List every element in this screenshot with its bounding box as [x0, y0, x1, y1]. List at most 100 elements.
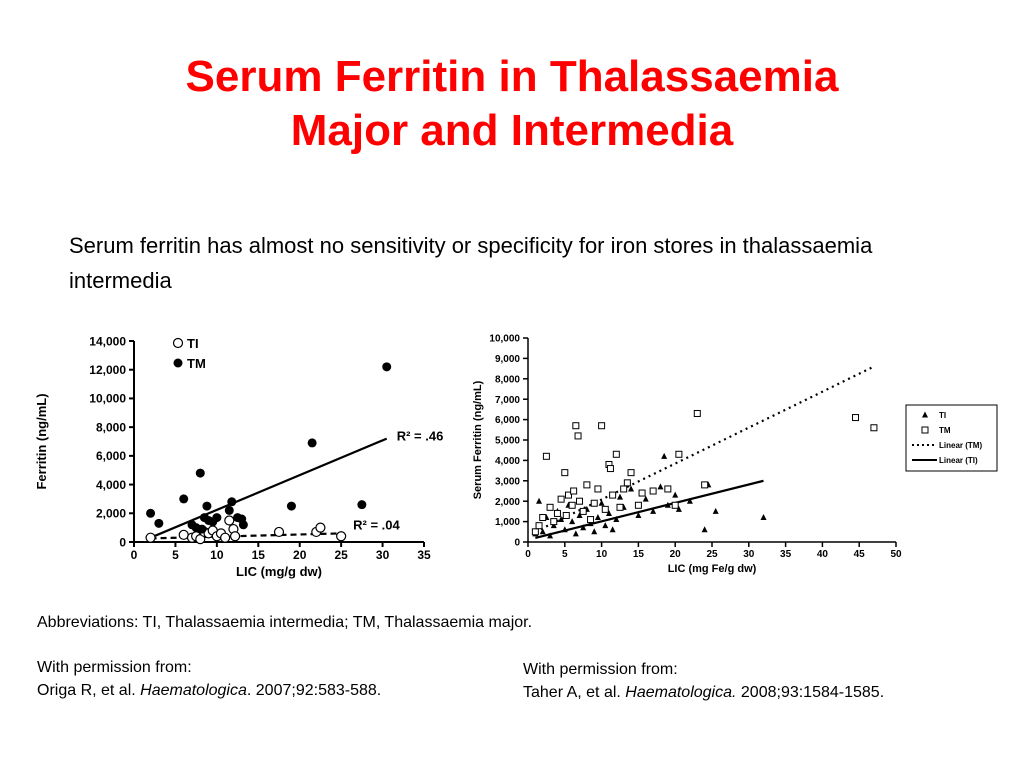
r-squared-label-tm: R² = .46: [397, 429, 444, 444]
left-scatter-chart: 0 5 10 15 20 25 30 35 0 2,000 4,000 6,000 8,000 10,00…: [34, 334, 444, 579]
y-tick-label: 0: [514, 538, 520, 549]
data-point-tm: [701, 481, 709, 489]
data-point-ti: [760, 514, 767, 521]
data-point-tm: [675, 450, 683, 458]
fit-line-tm: [150, 437, 388, 539]
y-tick-label: 4,000: [96, 478, 126, 492]
data-point-tm: [195, 468, 205, 478]
data-point-tm: [623, 479, 631, 487]
citation-authors: Origa R, et al.: [37, 682, 141, 699]
y-tick-label: 2,000: [96, 507, 126, 521]
data-point-tm: [590, 499, 598, 507]
data-point-tm: [238, 520, 248, 530]
data-point-ti: [576, 511, 583, 518]
data-point-tm: [606, 465, 614, 473]
y-tick-label: 6,000: [495, 415, 520, 426]
data-point-tm: [542, 452, 550, 460]
data-point-tm: [307, 438, 317, 448]
data-point-ti: [642, 495, 649, 502]
data-point-ti: [273, 526, 285, 538]
data-point-tm: [154, 518, 164, 528]
data-point-ti: [539, 528, 546, 535]
y-tick-label: 2,000: [495, 497, 520, 508]
data-point-ti: [229, 531, 241, 542]
data-point-tm: [570, 487, 578, 495]
data-point-ti: [602, 522, 609, 529]
slide-title-line1: Serum Ferritin in Thalassaemia: [185, 52, 839, 101]
x-tick-label: 20: [670, 549, 682, 560]
data-point-ti: [675, 505, 682, 512]
data-point-ti: [536, 497, 543, 504]
x-tick-label: 25: [334, 548, 348, 562]
abbreviations-note: Abbreviations: TI, Thalassaemia intermed…: [37, 614, 533, 631]
data-point-ti: [712, 507, 719, 514]
data-point-tm: [620, 485, 628, 493]
data-point-ti: [336, 531, 347, 542]
data-point-tm: [664, 485, 672, 493]
data-point-tm: [564, 491, 572, 499]
data-point-tm: [638, 489, 646, 497]
slide-title: Serum Ferritin in Thalassaemia Major and…: [0, 50, 1024, 158]
data-point-tm: [197, 524, 207, 534]
x-tick-label: 15: [252, 548, 266, 562]
y-tick-label: 14,000: [89, 334, 126, 348]
data-point-ti: [315, 522, 326, 533]
data-point-ti: [605, 509, 612, 516]
data-point-ti: [609, 526, 616, 533]
data-point-ti: [145, 532, 156, 543]
slide-title-line2: Major and Intermedia: [290, 106, 734, 155]
x-axis-label: LIC (mg Fe/g dw): [668, 563, 757, 575]
data-point-ti: [613, 516, 620, 523]
x-tick-label: 30: [743, 549, 755, 560]
data-point-tm: [146, 508, 156, 518]
bullet-text: Serum ferritin has almost no sensitivity…: [69, 233, 873, 293]
data-point-tm: [609, 491, 617, 499]
data-point-tm: [553, 509, 561, 517]
data-point-tm: [616, 503, 624, 511]
permission-right: With permission from: Taher A, et al. Ha…: [523, 658, 884, 704]
data-point-tm: [574, 432, 582, 440]
data-point-ti: [650, 507, 657, 514]
data-point-tm: [579, 507, 587, 515]
data-point-tm: [870, 424, 878, 432]
y-tick-label: 3,000: [495, 476, 520, 487]
data-point-ti: [594, 514, 601, 521]
legend-label-tm: TM: [939, 426, 951, 435]
data-point-tm: [627, 469, 635, 477]
data-point-tm: [612, 450, 620, 458]
y-tick-label: 8,000: [495, 374, 520, 385]
data-point-ti: [598, 499, 605, 506]
data-point-ti: [561, 526, 568, 533]
data-point-ti: [550, 522, 557, 529]
citation-detail: . 2007;92:583-588.: [246, 682, 382, 699]
x-tick-label: 15: [633, 549, 645, 560]
data-point-ti: [661, 452, 668, 459]
data-point-ti: [635, 511, 642, 518]
legend-label-ti: TI: [187, 336, 199, 351]
y-tick-label: 5,000: [495, 436, 520, 447]
data-point-tm: [550, 518, 558, 526]
data-point-tm: [594, 485, 602, 493]
y-axis-label: Serum Ferritin (ng/mL): [472, 380, 484, 499]
data-point-ti: [701, 526, 708, 533]
data-point-tm: [601, 505, 609, 513]
data-point-ti: [224, 515, 235, 526]
data-point-ti: [569, 518, 576, 525]
data-point-tm: [852, 414, 860, 422]
data-point-tm: [576, 497, 584, 505]
data-point-tm: [671, 501, 679, 509]
data-point-tm: [286, 501, 296, 511]
data-point-tm: [531, 528, 539, 536]
y-tick-label: 7,000: [495, 395, 520, 406]
data-point-tm: [598, 422, 606, 430]
citation-authors: Taher A, et al.: [523, 684, 626, 701]
data-point-tm: [227, 497, 237, 507]
data-point-ti: [572, 530, 579, 537]
data-point-tm: [572, 422, 580, 430]
legend-fit-label-ti: Linear (TI): [939, 456, 978, 465]
fit-line-tm: [534, 365, 875, 533]
data-point-ti: [547, 532, 554, 539]
data-point-ti: [591, 528, 598, 535]
data-point-ti: [587, 520, 594, 527]
x-tick-label: 35: [780, 549, 792, 560]
